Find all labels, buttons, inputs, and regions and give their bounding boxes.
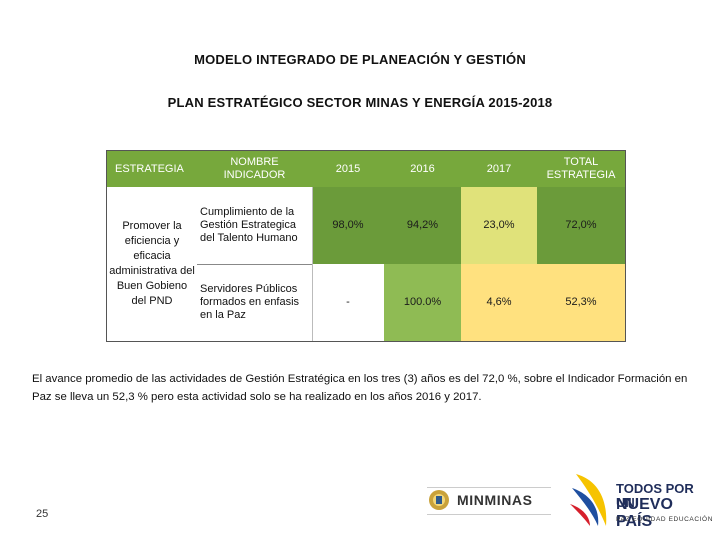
value-cell: 23,0%	[461, 187, 537, 264]
page-title: MODELO INTEGRADO DE PLANEACIÓN Y GESTIÓN	[194, 52, 526, 67]
header-estrategia: ESTRATEGIA	[107, 151, 197, 187]
value-cell: 72,0%	[537, 187, 625, 264]
summary-paragraph: El avance promedio de las actividades de…	[32, 373, 688, 403]
nuevo-pais-logo: TODOS POR UN NUEVO PAÍS PAZ EQUIDAD EDUC…	[568, 470, 713, 530]
column-divider	[312, 187, 313, 341]
estrategia-cell: Promover la eficiencia y eficacia admini…	[107, 187, 197, 341]
value-cell: 4,6%	[461, 264, 537, 341]
indicador-cell: Cumplimiento de la Gestión Estrategica d…	[197, 187, 312, 264]
strategy-table: ESTRATEGIA NOMBRE INDICADOR 2015 2016 20…	[106, 150, 626, 342]
value-cell: 98,0%	[312, 187, 384, 264]
row-divider	[197, 264, 312, 265]
logo-divider	[427, 514, 551, 515]
value-cell: 94,2%	[384, 187, 461, 264]
value-cell: 52,3%	[537, 264, 625, 341]
value-cell: 100.0%	[384, 264, 461, 341]
value-cell: -	[312, 264, 384, 341]
header-2017: 2017	[461, 151, 537, 187]
page-subtitle: PLAN ESTRATÉGICO SECTOR MINAS Y ENERGÍA …	[167, 95, 553, 110]
slogan-line1: TODOS POR UN	[616, 481, 694, 510]
header-2016: 2016	[384, 151, 461, 187]
page-number: 25	[36, 508, 49, 520]
minminas-logo: MINMINAS	[427, 485, 551, 515]
logo-divider	[427, 487, 551, 488]
slogan-line2: NUEVO PAÍS	[616, 496, 673, 530]
header-2015: 2015	[312, 151, 384, 187]
header-total-estrategia: TOTAL ESTRATEGIA	[537, 151, 625, 187]
indicador-cell: Servidores Públicos formados en enfasis …	[197, 264, 312, 341]
slogan-line3: PAZ EQUIDAD EDUCACIÓN	[616, 516, 713, 523]
minminas-text: MINMINAS	[457, 492, 533, 508]
colombia-flag-swoosh-icon	[570, 474, 607, 526]
header-nombre-indicador: NOMBRE INDICADOR	[197, 151, 312, 187]
coat-of-arms-icon	[429, 490, 449, 510]
